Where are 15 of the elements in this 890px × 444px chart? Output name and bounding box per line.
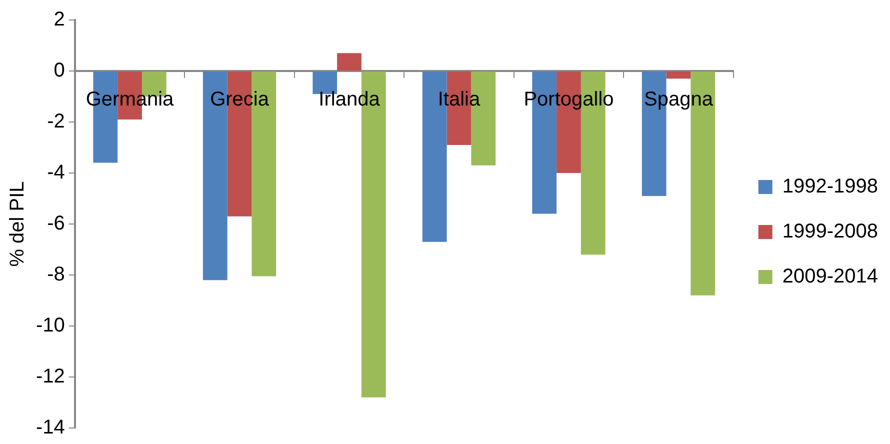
legend-label: 2009-2014 xyxy=(782,266,878,288)
y-tick-label: -14 xyxy=(36,416,65,439)
y-tick-label: -6 xyxy=(47,212,65,235)
y-tick-label: -8 xyxy=(47,264,65,286)
y-tick-label: 0 xyxy=(54,60,65,82)
y-tick-label: -10 xyxy=(36,314,65,337)
y-tick-label: -2 xyxy=(47,110,65,133)
legend-label: 1999-2008 xyxy=(782,220,878,243)
y-tick-label: -12 xyxy=(36,366,65,388)
y-axis-title: % del PIL xyxy=(6,181,29,267)
legend-label: 1992-1998 xyxy=(782,176,878,198)
y-tick-label: 2 xyxy=(54,8,65,31)
y-tick-label: -4 xyxy=(47,162,65,184)
x-tick-label: Germania xyxy=(86,88,175,111)
x-tick-label: Spagna xyxy=(644,88,714,111)
